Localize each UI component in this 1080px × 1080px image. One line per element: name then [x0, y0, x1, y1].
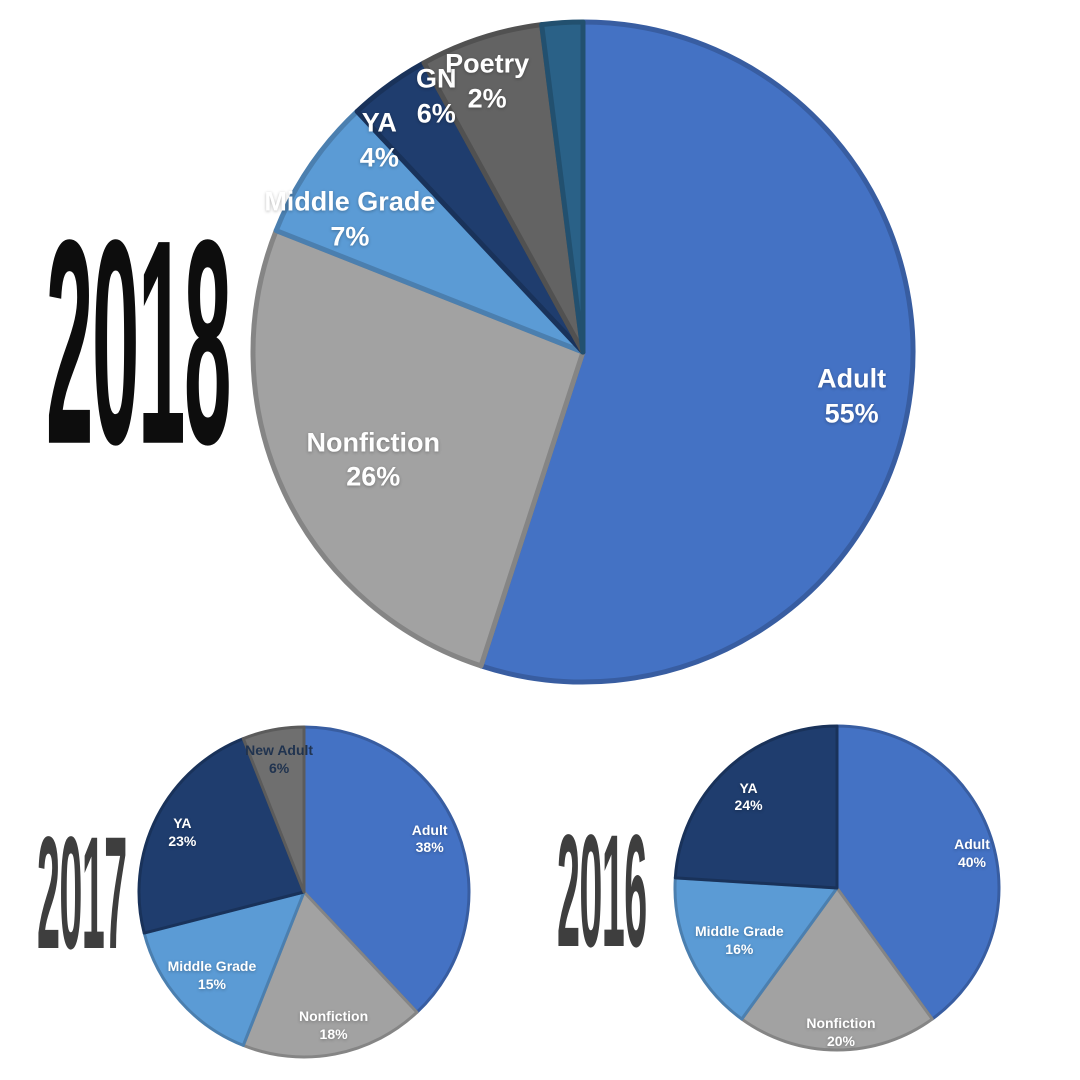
slice-label-name: GN	[416, 63, 457, 94]
pie-slice-new-adult	[241, 725, 306, 894]
slice-label-name: Nonfiction	[298, 1008, 369, 1025]
slice-label-new-adult: New Adult 6%	[245, 742, 313, 778]
slice-label-name: Nonfiction	[806, 1015, 876, 1032]
pie-slice-adult	[302, 725, 471, 1014]
slice-label-middle-grade: Middle Grade 7%	[264, 185, 435, 254]
pie-slice-middle-grade	[273, 108, 586, 355]
pie-slice-adult	[835, 724, 1001, 1021]
pie-slice-ya	[673, 724, 839, 890]
pie-slice-nonfiction	[740, 886, 934, 1052]
slice-label-percent: 7%	[330, 221, 370, 252]
slice-label-percent: 18%	[319, 1026, 348, 1043]
pie-svg-2017	[137, 725, 471, 1059]
slice-label-nonfiction: Nonfiction 20%	[806, 1015, 875, 1051]
slice-label-name: YA	[739, 779, 758, 796]
slice-label-percent: 2%	[467, 83, 507, 114]
pie-svg-2018	[250, 19, 916, 685]
pie-chart-2018: Adult 55% Nonfiction 26% Middle Grade 7% YA 4% G…	[248, 17, 918, 687]
slice-label-middle-grade: Middle Grade 15%	[168, 958, 257, 994]
slice-label-name: Poetry	[445, 48, 530, 79]
year-label-2018-text: 2018	[46, 180, 231, 506]
slice-label-nonfiction: Nonfiction 18%	[299, 1008, 368, 1044]
slice-label-name: Middle Grade	[264, 186, 436, 217]
year-label-2018: 2018	[46, 197, 397, 489]
slice-label-name: Middle Grade	[167, 958, 257, 975]
year-label-2017: 2017	[37, 812, 230, 972]
slice-label-ya: YA 4%	[360, 106, 399, 175]
slice-label-name: Adult	[411, 821, 448, 838]
pie-slice-nonfiction	[250, 228, 586, 669]
slice-label-percent: 26%	[346, 461, 401, 492]
slice-label-percent: 15%	[197, 976, 226, 992]
slice-label-middle-grade: Middle Grade 16%	[695, 924, 784, 960]
slice-label-name: Nonfiction	[306, 427, 441, 458]
year-label-2017-text: 2017	[37, 802, 127, 983]
slice-label-percent: 23%	[168, 832, 197, 849]
slice-label-percent: 38%	[415, 839, 444, 856]
year-label-2016: 2016	[557, 810, 750, 970]
slice-label-name: Adult	[954, 835, 990, 852]
slice-label-name: YA	[361, 107, 397, 138]
pie-slice-ya	[137, 737, 306, 935]
slice-label-ya: YA 24%	[735, 780, 763, 816]
pie-slice-middle-grade	[673, 876, 839, 1021]
pie-slice-middle-grade	[142, 890, 306, 1047]
pie-chart-2017: Adult 38% Nonfiction 18% Middle Grade 15% YA 23…	[136, 724, 472, 1060]
slice-label-name: Adult	[817, 363, 887, 394]
slice-label-name: YA	[173, 814, 192, 831]
slice-label-percent: 16%	[725, 941, 754, 958]
slice-label-name: New Adult	[245, 741, 314, 758]
pie-slice-nonfiction	[241, 890, 419, 1059]
slice-label-gn: GN 6%	[416, 62, 457, 131]
slice-label-percent: 55%	[824, 398, 879, 429]
slice-label-adult: Adult 38%	[412, 822, 448, 858]
slice-label-adult: Adult 55%	[817, 362, 886, 431]
slice-label-percent: 20%	[826, 1033, 855, 1050]
slice-label-percent: 40%	[957, 853, 986, 870]
slice-label-poetry: Poetry 2%	[445, 47, 529, 116]
slice-label-percent: 6%	[269, 759, 290, 776]
pie-slice-poetry	[539, 19, 586, 355]
pie-svg-2016	[673, 724, 1001, 1052]
slice-label-name: Middle Grade	[694, 923, 784, 940]
year-label-2016-text: 2016	[557, 800, 647, 981]
slice-label-percent: 24%	[734, 797, 763, 814]
slice-label-nonfiction: Nonfiction 26%	[307, 425, 440, 494]
pie-chart-2016: Adult 40% Nonfiction 20% Middle Grade 16% YA 24…	[672, 723, 1002, 1053]
slice-label-ya: YA 23%	[168, 815, 196, 851]
slice-label-percent: 6%	[416, 98, 456, 129]
pie-slice-adult	[478, 19, 916, 685]
slice-label-percent: 4%	[359, 142, 399, 173]
slice-label-adult: Adult 40%	[954, 836, 990, 872]
